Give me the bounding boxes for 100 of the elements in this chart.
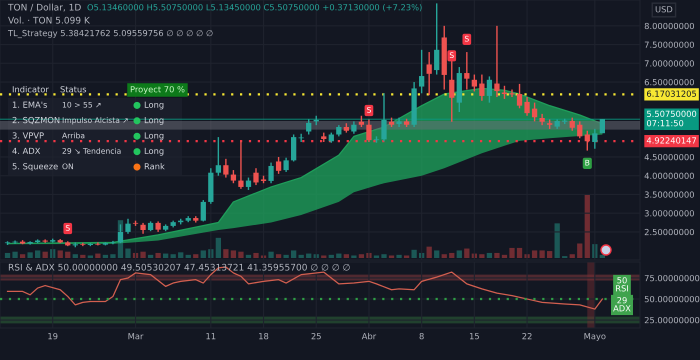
candlestick xyxy=(351,120,357,134)
candlestick xyxy=(396,116,402,128)
bar xyxy=(449,252,454,258)
candlestick xyxy=(419,49,424,94)
candlestick xyxy=(570,116,575,132)
candlestick xyxy=(577,120,582,139)
x-tick-label: 18 xyxy=(259,333,268,340)
candlestick xyxy=(291,134,296,162)
candlestick xyxy=(223,158,229,178)
candlestick xyxy=(449,58,454,122)
x-tick-label: Mar xyxy=(128,333,144,340)
candlestick xyxy=(306,118,312,136)
annotation: Indicator xyxy=(12,86,49,92)
candlestick xyxy=(200,199,206,222)
bar xyxy=(426,246,432,258)
bar xyxy=(532,250,538,258)
candlestick xyxy=(426,51,432,96)
annotation: Rank xyxy=(144,162,165,170)
bar xyxy=(344,254,349,258)
bar xyxy=(539,250,545,258)
bar xyxy=(140,252,146,258)
y-tick-label: 2.50000000 xyxy=(644,228,694,236)
candlestick xyxy=(524,96,530,116)
bar xyxy=(411,250,417,258)
candlestick xyxy=(125,218,131,234)
candlestick xyxy=(516,83,522,109)
bar xyxy=(547,251,552,258)
chart-title: RSI & ADX 50.00000000 49.50530207 47.45313721 41.35955700 ∅ ∅ ∅ ∅ xyxy=(8,264,350,271)
y-tick-label: 75.00000000 xyxy=(644,274,700,282)
bar xyxy=(381,254,387,258)
candlestick xyxy=(321,132,326,143)
bar xyxy=(584,195,590,258)
bar xyxy=(170,254,176,258)
y-tick-label: 4.00000000 xyxy=(644,172,694,179)
x-tick-label: 15 xyxy=(470,333,479,340)
candlestick xyxy=(230,169,236,184)
bar xyxy=(58,250,63,258)
chart-title: Vol. · TON 5.099 K xyxy=(8,16,90,24)
candlestick xyxy=(592,128,598,150)
annotation: 29 ADX xyxy=(613,297,631,312)
candlestick xyxy=(328,132,334,144)
bar xyxy=(358,254,364,258)
bar xyxy=(298,254,304,258)
bar xyxy=(186,254,191,258)
bar xyxy=(125,248,131,258)
ref-line-label: 4.92240147 xyxy=(646,137,696,144)
bar xyxy=(276,254,282,258)
ref-line-label: 6.17031205 xyxy=(646,90,696,97)
candlestick xyxy=(276,156,282,175)
bar xyxy=(434,250,440,258)
bar xyxy=(554,223,560,258)
bar xyxy=(388,255,394,258)
candlestick xyxy=(554,118,560,130)
bar xyxy=(80,254,86,258)
bar xyxy=(4,252,10,258)
bar xyxy=(479,254,485,258)
bar xyxy=(178,252,184,258)
annotation: Long xyxy=(144,148,164,156)
bar xyxy=(516,248,522,258)
y-tick-label: 25.00000000 xyxy=(644,316,700,324)
x-tick-label: 25 xyxy=(312,333,321,340)
candlestick xyxy=(434,2,440,76)
candlestick xyxy=(366,118,372,143)
candlestick xyxy=(344,122,349,134)
bar xyxy=(509,248,515,258)
x-tick-label: Mayo xyxy=(584,333,606,341)
candlestick xyxy=(464,51,470,90)
bar xyxy=(193,254,198,258)
bar xyxy=(600,254,605,258)
bar xyxy=(253,252,259,258)
bar xyxy=(163,254,168,258)
candlestick xyxy=(502,85,508,100)
bar xyxy=(464,248,470,258)
y-tick-label: 6.50000000 xyxy=(644,79,694,86)
bar xyxy=(291,250,296,258)
candlestick xyxy=(216,136,221,176)
candlestick xyxy=(532,102,538,122)
y-tick-label: 4.50000000 xyxy=(644,154,694,160)
bar xyxy=(396,254,402,258)
x-tick-label: 8 xyxy=(420,333,424,340)
bar xyxy=(351,255,357,258)
x-tick-label: 19 xyxy=(48,333,58,340)
candlestick xyxy=(547,118,552,130)
annotation: 50 RSI xyxy=(616,277,628,292)
annotation: 3. VPVP xyxy=(12,132,44,139)
y-tick-label: 3.50000000 xyxy=(644,191,694,198)
bar xyxy=(283,254,289,258)
bar xyxy=(502,254,508,258)
bar xyxy=(148,254,154,258)
bar xyxy=(442,254,447,258)
candlestick xyxy=(494,25,500,98)
y-tick-label: 8.00000000 xyxy=(644,22,694,30)
bar xyxy=(35,250,40,258)
text: USD xyxy=(656,6,672,12)
candlestick xyxy=(584,130,590,152)
candlestick xyxy=(140,222,146,234)
candlestick xyxy=(314,115,319,126)
annotation: 5. Squeeze xyxy=(12,163,58,172)
candlestick xyxy=(155,220,161,233)
annotation: Long xyxy=(144,102,164,110)
